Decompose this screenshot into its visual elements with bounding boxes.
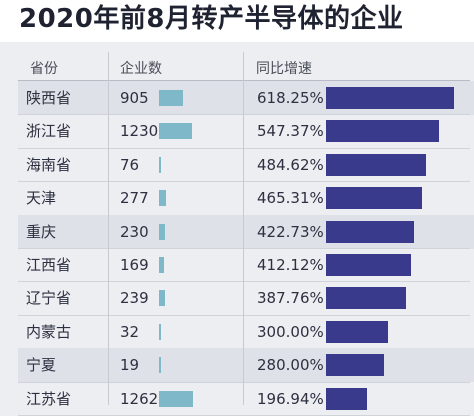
row-rule (18, 281, 470, 283)
table-header: 省份 企业数 同比增速 (0, 52, 474, 80)
count-bar (159, 156, 162, 173)
province-cell: 浙江省 (26, 122, 72, 141)
header-growth: 同比增速 (256, 61, 312, 77)
growth-bar (326, 87, 454, 109)
count-bar (159, 290, 166, 307)
growth-bar (326, 153, 427, 176)
growth-cell: 412.12% (257, 256, 324, 274)
count-cell: 169 (120, 256, 149, 274)
growth-cell: 300.00% (257, 322, 324, 341)
table-row: 宁夏 19 280.00% (18, 348, 474, 383)
table-row: 海南省 76 484.62% (18, 148, 474, 182)
province-cell: 宁夏 (26, 356, 57, 375)
growth-bar (326, 254, 412, 276)
row-rule (18, 381, 470, 383)
header-count: 企业数 (120, 61, 162, 77)
table-row: 陕西省 905 618.25% (18, 81, 474, 115)
count-cell: 76 (120, 155, 140, 174)
count-bar (159, 257, 164, 273)
count-cell: 277 (120, 189, 149, 208)
growth-bar (326, 120, 440, 143)
table-row: 天津 277 465.31% (18, 181, 474, 215)
growth-cell: 422.73% (257, 222, 324, 241)
count-cell: 905 (120, 89, 149, 107)
province-cell: 内蒙古 (26, 322, 72, 341)
table-row: 辽宁省 239 387.76% (18, 281, 474, 315)
row-rule (18, 248, 470, 249)
row-rule (18, 147, 470, 149)
row-rule (18, 114, 470, 116)
count-cell: 32 (120, 322, 140, 341)
growth-cell: 465.31% (257, 189, 324, 208)
count-bar (159, 357, 161, 374)
count-bar (159, 223, 166, 240)
count-cell: 1230 (120, 122, 159, 141)
column-divider-2 (243, 52, 244, 405)
growth-cell: 484.62% (257, 155, 324, 174)
header-province: 省份 (30, 61, 58, 77)
table-row: 江西省 169 412.12% (18, 248, 474, 282)
row-rule (18, 314, 470, 316)
count-bar (159, 390, 193, 407)
growth-bar (326, 220, 414, 243)
growth-cell: 280.00% (257, 356, 324, 375)
province-cell: 江苏省 (26, 389, 72, 408)
table-row: 浙江省 1230 547.37% (18, 114, 474, 148)
province-cell: 辽宁省 (26, 289, 72, 308)
growth-bar (326, 187, 423, 210)
growth-cell: 196.94% (257, 389, 324, 408)
title-accent (0, 0, 13, 38)
column-divider-1 (108, 52, 109, 405)
growth-bar (326, 354, 384, 377)
table-row: 重庆 230 422.73% (18, 214, 474, 249)
province-cell: 海南省 (26, 155, 72, 174)
province-cell: 陕西省 (26, 89, 72, 107)
count-cell: 19 (120, 356, 140, 375)
province-cell: 江西省 (26, 256, 72, 274)
row-rule (18, 181, 470, 183)
growth-bar (326, 287, 407, 310)
table-row: 江苏省 1262 196.94% (18, 382, 474, 416)
growth-bar (326, 320, 389, 343)
count-bar (159, 123, 193, 140)
count-bar (159, 323, 161, 340)
province-cell: 天津 (26, 189, 57, 208)
growth-cell: 547.37% (257, 122, 324, 141)
count-bar (159, 90, 184, 106)
growth-cell: 618.25% (257, 89, 324, 107)
count-cell: 230 (120, 222, 149, 241)
growth-cell: 387.76% (257, 289, 324, 308)
title-bar: 2020年前8月转产半导体的企业 (0, 0, 474, 42)
province-cell: 重庆 (26, 222, 57, 241)
count-cell: 1262 (120, 389, 159, 408)
chart-title: 2020年前8月转产半导体的企业 (19, 4, 404, 34)
table-row: 内蒙古 32 300.00% (18, 315, 474, 349)
header-rule (18, 80, 470, 81)
count-cell: 239 (120, 289, 149, 308)
growth-bar (326, 387, 367, 410)
count-bar (159, 190, 167, 207)
